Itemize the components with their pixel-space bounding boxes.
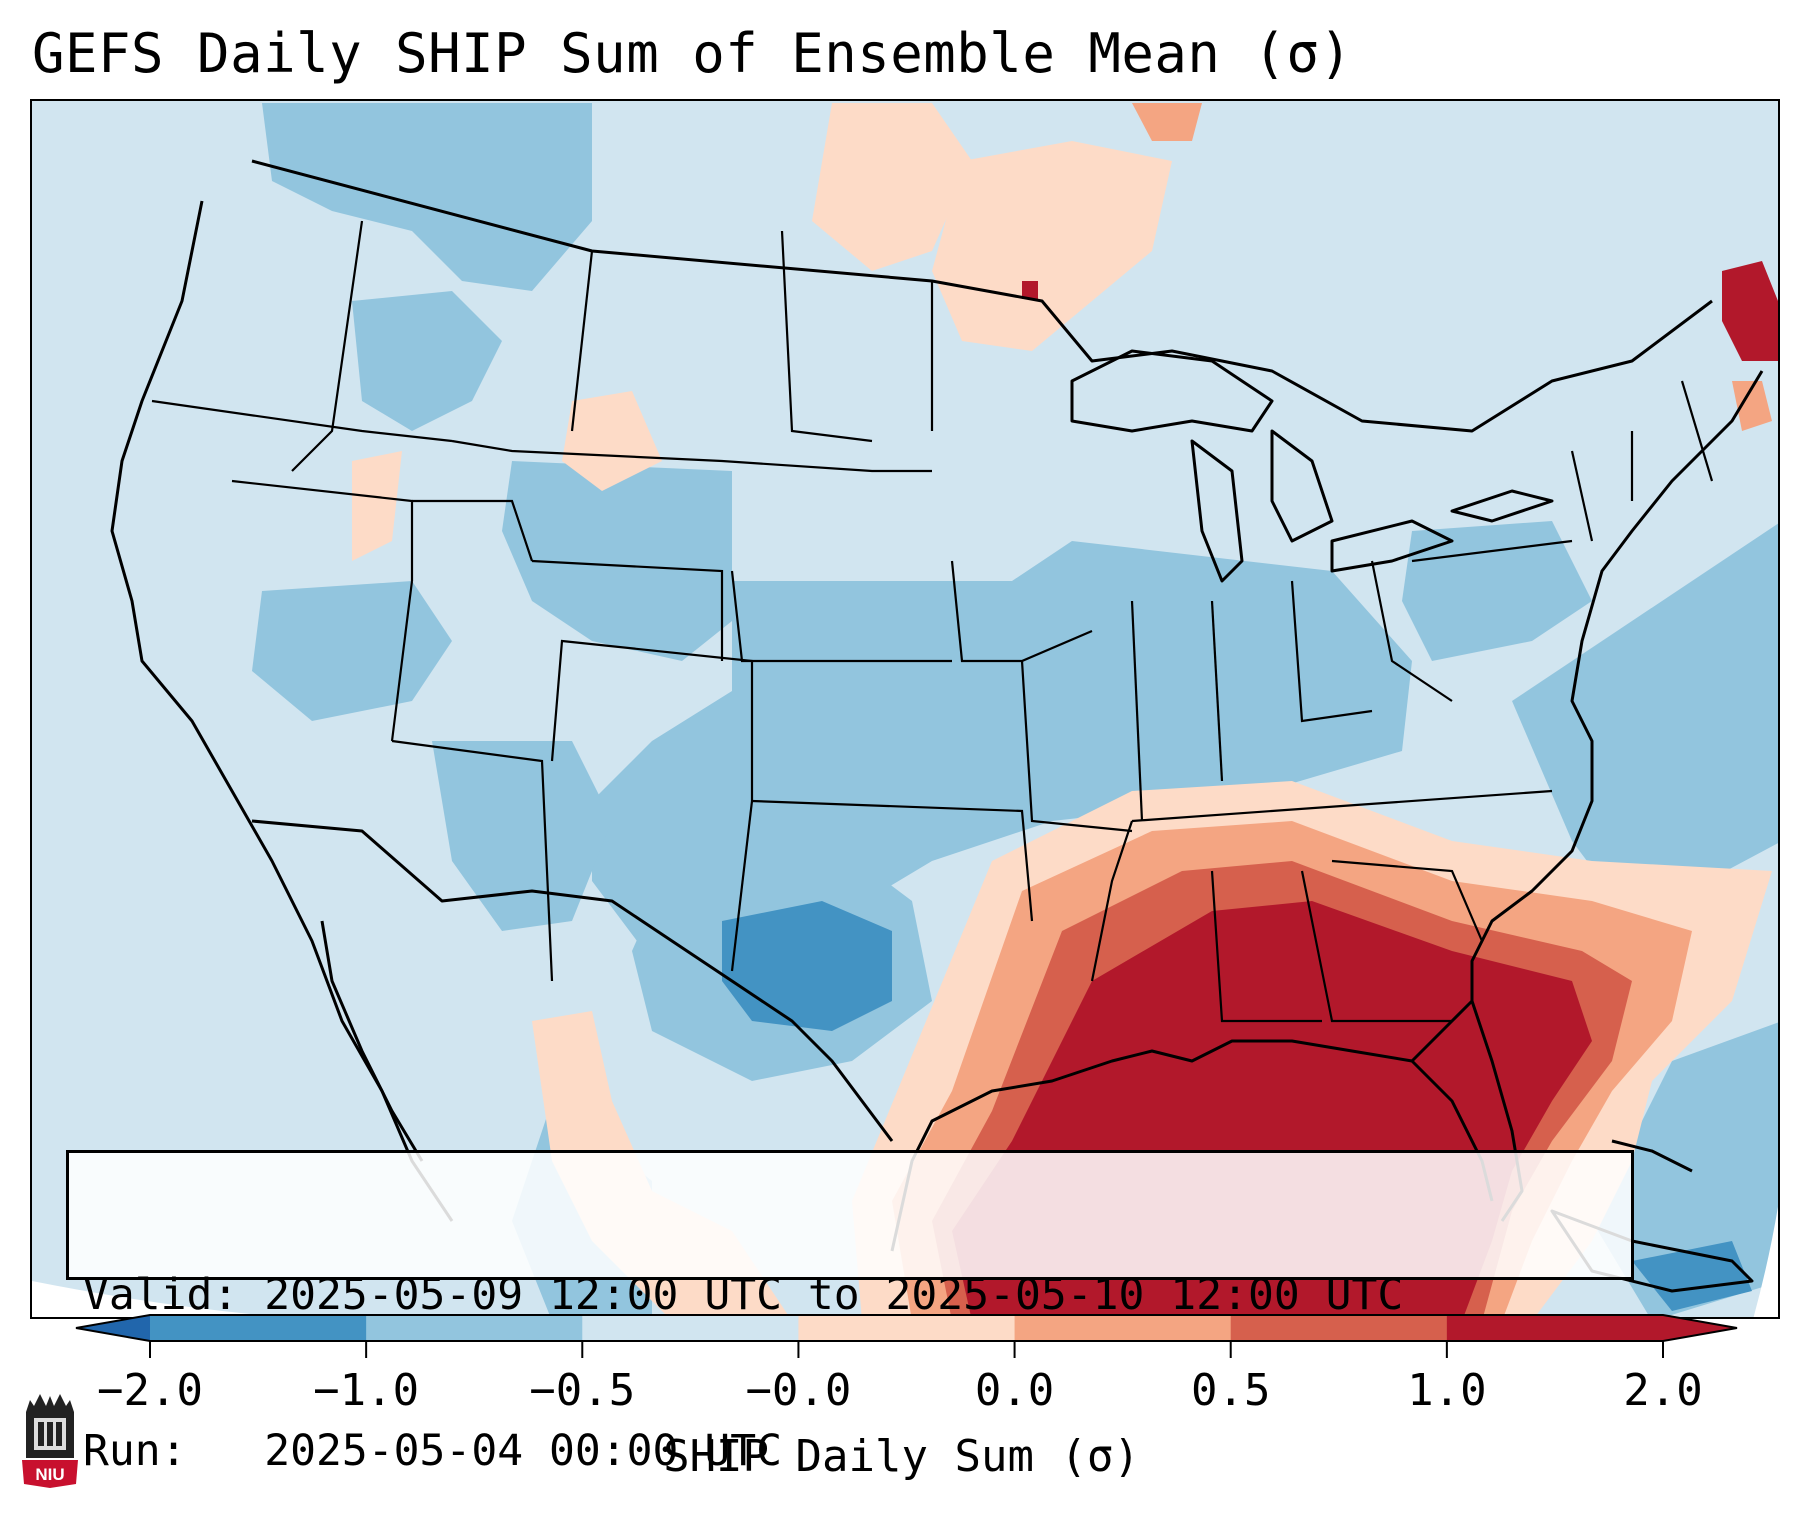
colorbar-bin-5: [1230, 1315, 1448, 1341]
colorbar-tick-label: 2.0: [1623, 1365, 1703, 1416]
colorbar-bin-4: [1014, 1315, 1232, 1341]
colorbar-tick-label: 0.5: [1190, 1365, 1271, 1416]
outside-domain-left: [32, 1281, 281, 1317]
colorbar: [75, 1314, 1738, 1358]
colorbar-bin-0: [150, 1315, 367, 1341]
colorbar-tick-label: −0.0: [745, 1365, 852, 1416]
niu-logo: NIU: [22, 1394, 78, 1488]
colorbar-tick-label: 0.0: [974, 1365, 1055, 1416]
colorbar-bin-6: [1446, 1315, 1664, 1341]
map-svg: [32, 101, 1778, 1317]
valid-run-infobox: Valid: 2025-05-09 12:00 UTC to 2025-05-1…: [66, 1150, 1634, 1476]
colorbar-tick-label: −0.5: [529, 1365, 636, 1416]
valid-time-text: Valid: 2025-05-09 12:00 UTC to 2025-05-1…: [83, 1270, 1404, 1320]
map-panel: [30, 99, 1780, 1319]
colorbar-tick-label: 1.0: [1407, 1365, 1487, 1416]
colorbar-extend-low: [76, 1315, 150, 1341]
colorbar-bin-3: [798, 1315, 1016, 1341]
colorbar-tick-label: −2.0: [97, 1365, 203, 1416]
colorbar-tick-label: −1.0: [313, 1365, 420, 1416]
chart-title: GEFS Daily SHIP Sum of Ensemble Mean (σ): [32, 22, 1353, 85]
colorbar-bin-2: [582, 1315, 799, 1341]
run-time-text: Run: 2025-05-04 00:00 UTC: [83, 1426, 782, 1476]
outside-domain-right: [1753, 1206, 1778, 1317]
colorbar-extend-high: [1663, 1315, 1737, 1341]
colorbar-label: SHIP Daily Sum (σ): [663, 1431, 1140, 1482]
colorbar-bin-1: [366, 1315, 583, 1341]
svg-text:NIU: NIU: [35, 1465, 64, 1484]
state-borders: [151, 220, 1714, 1023]
